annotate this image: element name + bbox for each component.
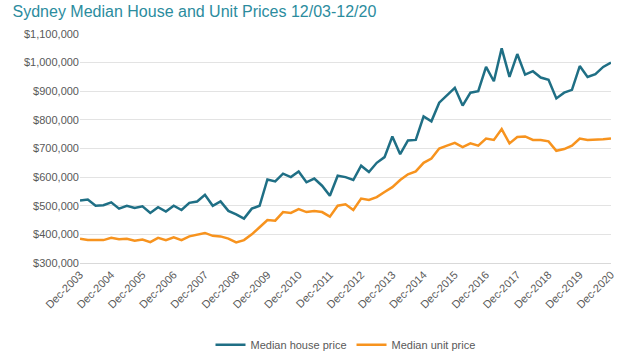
svg-text:Dec-2010: Dec-2010 bbox=[262, 269, 304, 311]
svg-text:$1,100,000: $1,100,000 bbox=[24, 28, 79, 40]
svg-text:$700,000: $700,000 bbox=[33, 142, 79, 154]
svg-text:Sydney Median House and Unit P: Sydney Median House and Unit Prices 12/0… bbox=[13, 3, 377, 20]
svg-text:$400,000: $400,000 bbox=[33, 228, 79, 240]
svg-text:Dec-2006: Dec-2006 bbox=[137, 269, 179, 311]
svg-text:Dec-2005: Dec-2005 bbox=[106, 269, 148, 311]
svg-text:$800,000: $800,000 bbox=[33, 114, 79, 126]
svg-text:Dec-2019: Dec-2019 bbox=[543, 269, 585, 311]
svg-text:Dec-2012: Dec-2012 bbox=[324, 269, 366, 311]
svg-text:Dec-2004: Dec-2004 bbox=[74, 269, 116, 311]
svg-text:$900,000: $900,000 bbox=[33, 85, 79, 97]
svg-text:Dec-2009: Dec-2009 bbox=[230, 269, 272, 311]
svg-text:Median unit price: Median unit price bbox=[392, 339, 476, 351]
svg-text:Dec-2018: Dec-2018 bbox=[512, 269, 554, 311]
svg-text:Dec-2011: Dec-2011 bbox=[294, 269, 336, 311]
svg-text:Dec-2016: Dec-2016 bbox=[449, 269, 491, 311]
svg-text:Dec-2017: Dec-2017 bbox=[480, 269, 522, 311]
svg-text:Dec-2013: Dec-2013 bbox=[355, 269, 397, 311]
svg-text:Dec-2007: Dec-2007 bbox=[168, 269, 210, 311]
svg-text:Median house price: Median house price bbox=[251, 339, 347, 351]
svg-text:$600,000: $600,000 bbox=[33, 171, 79, 183]
svg-text:$1,000,000: $1,000,000 bbox=[24, 56, 79, 68]
svg-text:Dec-2020: Dec-2020 bbox=[574, 269, 616, 311]
svg-text:Dec-2014: Dec-2014 bbox=[387, 269, 429, 311]
svg-text:Dec-2008: Dec-2008 bbox=[199, 269, 241, 311]
svg-text:Dec-2015: Dec-2015 bbox=[418, 269, 460, 311]
svg-text:$500,000: $500,000 bbox=[33, 200, 79, 212]
svg-text:$300,000: $300,000 bbox=[33, 257, 79, 269]
svg-text:Dec-2003: Dec-2003 bbox=[43, 269, 85, 311]
